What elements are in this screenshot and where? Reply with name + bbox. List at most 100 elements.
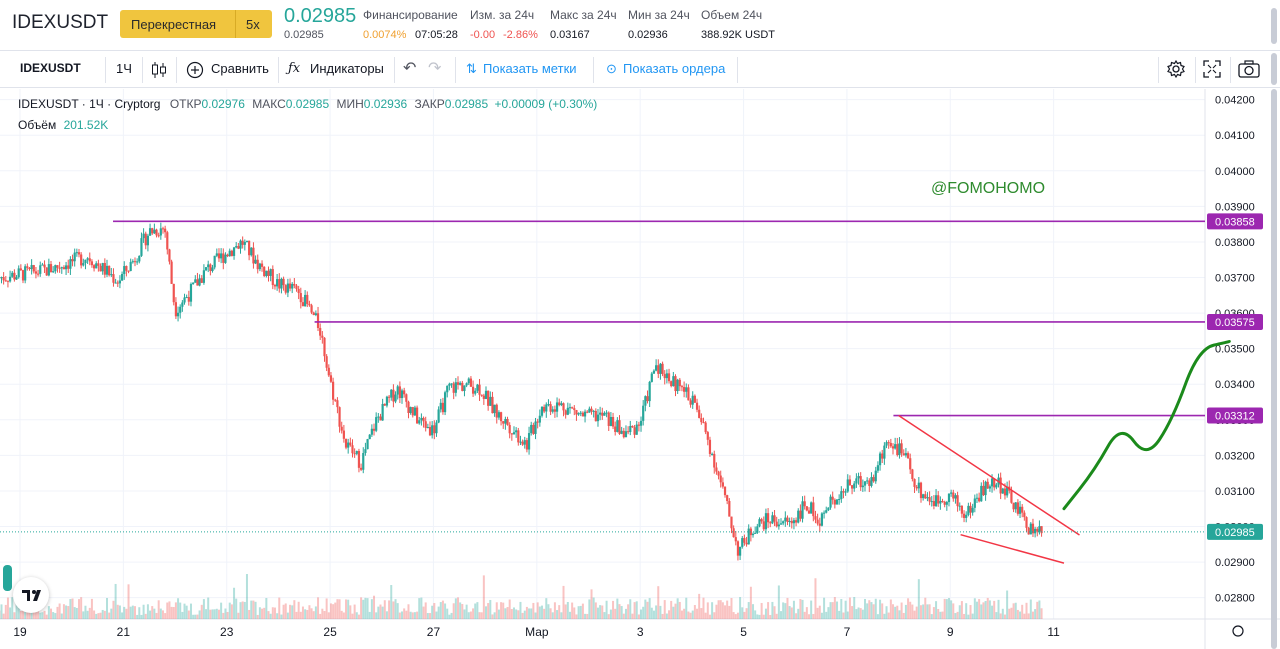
volume-bar: [319, 613, 322, 619]
candle-body: [263, 266, 266, 276]
candle-body: [254, 259, 257, 264]
volume-bar: [958, 605, 961, 619]
volume-bar: [347, 599, 350, 619]
volume-bar: [11, 597, 14, 619]
volume-bar: [450, 612, 453, 619]
chart-scrollbar[interactable]: [1271, 89, 1277, 649]
margin-mode-label: Перекрестная: [131, 17, 217, 32]
candle-body: [56, 265, 59, 268]
axis-settings-icon[interactable]: [1232, 625, 1244, 637]
volume-bar: [986, 597, 989, 619]
volume-bar: [876, 614, 879, 619]
redo-icon[interactable]: ↷: [428, 60, 442, 77]
candle-body: [588, 408, 591, 413]
candle-body: [534, 421, 537, 434]
volume-bar: [174, 602, 177, 619]
settings-icon[interactable]: [1166, 59, 1186, 79]
price-tick-label: 0.04200: [1215, 95, 1255, 107]
camera-icon[interactable]: [1238, 60, 1260, 78]
forecast-path[interactable]: [1062, 340, 1231, 511]
volume-bar: [243, 601, 246, 619]
candle-body: [616, 420, 619, 432]
volume-bar: [200, 604, 203, 619]
candle-body: [558, 402, 561, 406]
show-marks-button[interactable]: Показать метки: [483, 61, 577, 76]
candle-body: [711, 453, 714, 455]
candle-body: [900, 443, 903, 454]
volume-bar: [73, 607, 76, 619]
plus-circle-icon[interactable]: [186, 61, 204, 79]
candle-body: [990, 478, 994, 487]
volume-bar: [75, 607, 78, 619]
candle-body: [943, 501, 946, 505]
volume-bar: [254, 601, 257, 619]
candle-body: [484, 390, 488, 399]
price-chart[interactable]: 0.04200 0.04100 0.04000 0.03900 0.03800 0.037…: [0, 89, 1280, 649]
toolbar-symbol[interactable]: IDEXUSDT: [20, 61, 81, 75]
volume-bar: [258, 607, 261, 619]
candle-body: [43, 264, 46, 268]
volume-bar: [1010, 607, 1013, 619]
header-scrollbar[interactable]: [1271, 8, 1277, 44]
volume-bar: [657, 586, 660, 619]
candle-body: [86, 258, 89, 260]
volume-bar: [325, 598, 328, 619]
volume-bar: [810, 600, 813, 619]
interval-button[interactable]: 1Ч: [116, 61, 132, 76]
compare-button[interactable]: Сравнить: [211, 61, 269, 76]
fx-icon[interactable]: ƒx: [288, 61, 301, 76]
volume-bar: [704, 612, 707, 619]
tradingview-logo[interactable]: [13, 577, 49, 613]
volume-bar: [19, 610, 22, 619]
drawing-toolbar-toggle[interactable]: [3, 565, 12, 591]
volume-bar: [179, 602, 182, 619]
volume-bar: [338, 599, 341, 619]
price-tick-label: 0.03100: [1215, 486, 1255, 498]
volume-bar: [693, 605, 696, 619]
candle-body: [295, 285, 298, 289]
volume-bar: [69, 599, 72, 619]
volume-bar: [237, 612, 240, 619]
volume-bar: [125, 608, 128, 619]
volume-bar: [454, 598, 457, 619]
candle-body: [581, 412, 585, 417]
candle-body: [148, 228, 152, 236]
leverage-label[interactable]: 5x: [246, 17, 260, 32]
margin-mode-selector[interactable]: Перекрестная 5x: [120, 10, 272, 38]
time-tick-label: 27: [427, 625, 441, 639]
volume-bar: [497, 609, 500, 619]
marks-icon[interactable]: ⇅: [466, 61, 477, 76]
candle-body: [392, 389, 395, 402]
chart-canvas[interactable]: 0.04200 0.04100 0.04000 0.03900 0.03800 0.037…: [0, 89, 1280, 649]
volume-bar: [286, 612, 289, 619]
candle-body: [237, 246, 240, 249]
volume-bar: [891, 604, 894, 619]
candle-body: [375, 417, 378, 431]
candles-icon[interactable]: [151, 60, 167, 80]
candle-body: [77, 252, 81, 255]
candle-body: [840, 491, 843, 499]
candle-body: [491, 396, 494, 414]
fullscreen-icon[interactable]: [1203, 60, 1221, 78]
candle-body: [422, 417, 425, 422]
ticker-symbol[interactable]: IDEXUSDT: [12, 12, 109, 33]
indicators-button[interactable]: Индикаторы: [310, 61, 384, 76]
candle-body: [239, 240, 242, 249]
candle-body: [489, 396, 492, 406]
candle-body: [687, 387, 690, 401]
triangle-trendline[interactable]: [960, 533, 1065, 564]
volume-bar: [4, 604, 7, 619]
volume-bar: [782, 602, 785, 619]
orders-icon[interactable]: ⊙: [606, 61, 617, 76]
toolbar-scrollbar[interactable]: [1271, 53, 1277, 85]
candle-body: [689, 400, 692, 405]
candle-body: [760, 519, 763, 522]
volume-bar: [299, 611, 302, 619]
undo-icon[interactable]: ↶: [403, 60, 417, 77]
candle-body: [739, 546, 742, 556]
candle-body: [667, 373, 671, 382]
triangle-trendline[interactable]: [898, 414, 1080, 536]
volume-bar: [556, 610, 559, 619]
show-orders-button[interactable]: Показать ордера: [623, 61, 726, 76]
volume-bar: [149, 610, 152, 619]
